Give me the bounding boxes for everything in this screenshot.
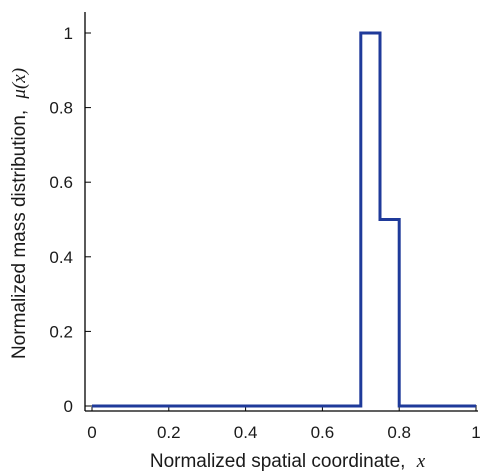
y-tick-label: 1 xyxy=(64,24,73,43)
ticks-layer: 0 0.2 0.4 0.6 0.8 1 0 0.2 0.4 0.6 0.8 1 xyxy=(49,24,480,442)
x-tick-label: 1 xyxy=(471,423,480,442)
y-axis-variable: μ(x) xyxy=(9,68,30,100)
y-axis-title: Normalized mass distribution, μ(x) xyxy=(9,68,30,359)
x-tick-label: 0.2 xyxy=(157,423,181,442)
x-tick-label: 0.8 xyxy=(387,423,411,442)
x-axis-title: Normalized spatial coordinate, x xyxy=(150,451,426,472)
y-tick-label: 0.6 xyxy=(49,173,73,192)
x-axis-variable: x xyxy=(416,451,426,472)
axes-layer xyxy=(84,12,478,412)
series-layer xyxy=(92,31,476,408)
x-tick-label: 0.4 xyxy=(234,423,258,442)
y-tick-label: 0.2 xyxy=(49,322,73,341)
series-line xyxy=(92,31,476,408)
y-tick-label: 0.4 xyxy=(49,248,73,267)
y-axis-title-text: Normalized mass distribution, xyxy=(9,110,30,359)
x-tick-label: 0.6 xyxy=(311,423,335,442)
labels-layer: Normalized spatial coordinate, x Normali… xyxy=(9,68,426,472)
y-tick-label: 0.8 xyxy=(49,99,73,118)
y-tick-label: 0 xyxy=(64,397,73,416)
x-tick-label: 0 xyxy=(87,423,96,442)
x-axis-title-text: Normalized spatial coordinate, xyxy=(150,451,406,472)
